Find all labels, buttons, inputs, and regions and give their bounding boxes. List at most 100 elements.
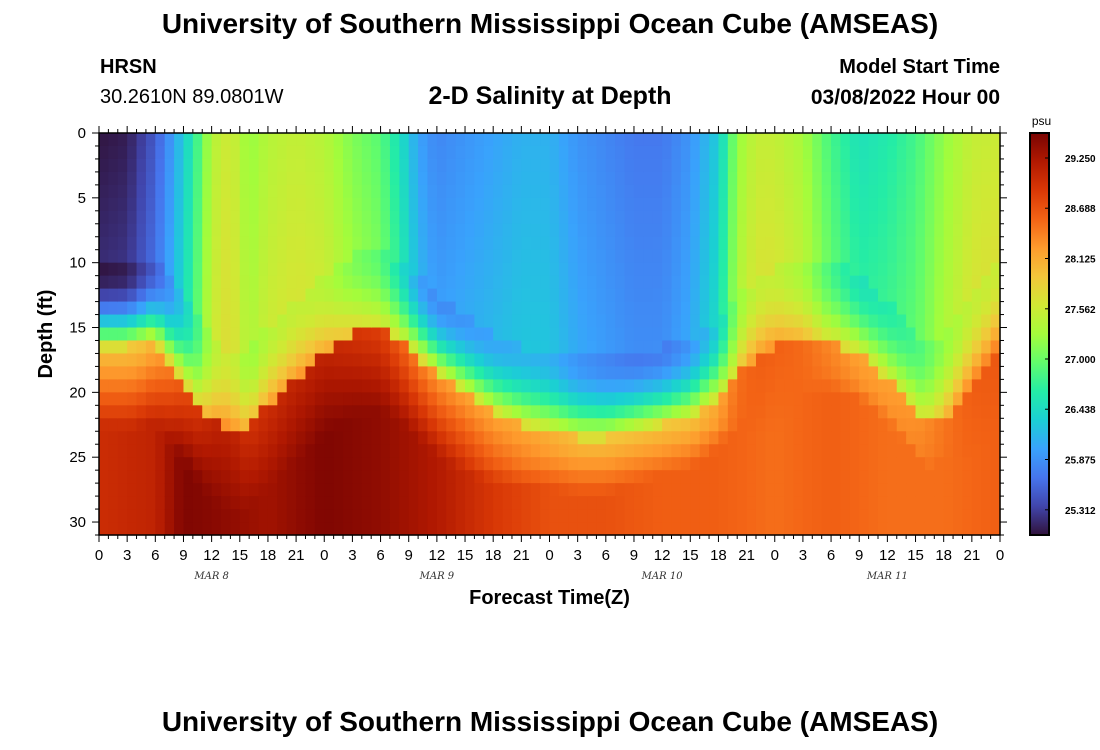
heatmap-cell bbox=[680, 509, 691, 523]
heatmap-cell bbox=[577, 483, 588, 497]
heatmap-cell bbox=[155, 262, 166, 277]
heatmap-cell bbox=[502, 444, 513, 458]
heatmap-cell bbox=[127, 522, 138, 536]
heatmap-cell bbox=[953, 197, 964, 212]
heatmap-cell bbox=[699, 483, 710, 497]
heatmap-cell bbox=[971, 353, 982, 368]
heatmap-cell bbox=[483, 431, 494, 445]
heatmap-cell bbox=[427, 457, 438, 471]
heatmap-cell bbox=[615, 262, 626, 277]
heatmap-cell bbox=[540, 301, 551, 316]
heatmap-cell bbox=[521, 223, 532, 238]
heatmap-cell bbox=[934, 496, 945, 510]
heatmap-cell bbox=[221, 496, 231, 510]
heatmap-cell bbox=[699, 314, 710, 329]
heatmap-cell bbox=[812, 418, 823, 432]
heatmap-cell bbox=[99, 314, 109, 329]
heatmap-cell bbox=[652, 171, 663, 186]
heatmap-cell bbox=[521, 133, 532, 147]
heatmap-cell bbox=[934, 171, 945, 186]
heatmap-cell bbox=[652, 158, 663, 173]
heatmap-cell bbox=[915, 405, 926, 419]
heatmap-cell bbox=[680, 379, 691, 393]
heatmap-cell bbox=[389, 171, 400, 186]
heatmap-cell bbox=[399, 353, 410, 368]
heatmap-cell bbox=[943, 340, 954, 355]
heatmap-cell bbox=[633, 418, 644, 432]
heatmap-cell bbox=[314, 353, 325, 368]
heatmap-cell bbox=[821, 314, 832, 329]
heatmap-cell bbox=[267, 327, 278, 342]
heatmap-cell bbox=[709, 418, 720, 432]
heatmap-cell bbox=[333, 223, 344, 238]
heatmap-cell bbox=[324, 483, 335, 497]
heatmap-cell bbox=[709, 133, 720, 147]
heatmap-cell bbox=[558, 301, 569, 316]
heatmap-cell bbox=[465, 210, 476, 225]
heatmap-cell bbox=[971, 223, 982, 238]
heatmap-cell bbox=[202, 275, 213, 290]
heatmap-cell bbox=[117, 340, 128, 355]
heatmap-cell bbox=[455, 457, 466, 471]
heatmap-cell bbox=[314, 470, 325, 484]
heatmap-cell bbox=[164, 457, 175, 471]
heatmap-cell bbox=[155, 133, 166, 147]
heatmap-cell bbox=[296, 483, 307, 497]
heatmap-cell bbox=[587, 431, 598, 445]
heatmap-cell bbox=[361, 158, 372, 173]
heatmap-cell bbox=[221, 444, 231, 458]
heatmap-cell bbox=[558, 158, 569, 173]
heatmap-cell bbox=[962, 275, 973, 290]
heatmap-cell bbox=[849, 353, 860, 368]
heatmap-cell bbox=[671, 184, 682, 199]
heatmap-cell bbox=[924, 379, 935, 393]
heatmap-cell bbox=[615, 184, 626, 199]
heatmap-cell bbox=[680, 457, 691, 471]
heatmap-cell bbox=[164, 236, 175, 251]
heatmap-cell bbox=[549, 470, 560, 484]
heatmap-cell bbox=[896, 379, 907, 393]
heatmap-cell bbox=[596, 262, 607, 277]
heatmap-cell bbox=[849, 418, 860, 432]
heatmap-cell bbox=[737, 353, 748, 368]
heatmap-cell bbox=[418, 470, 429, 484]
heatmap-cell bbox=[333, 327, 344, 342]
heatmap-cell bbox=[605, 431, 616, 445]
heatmap-cell bbox=[117, 262, 128, 277]
heatmap-cell bbox=[718, 301, 729, 316]
heatmap-cell bbox=[108, 444, 119, 458]
heatmap-cell bbox=[690, 171, 701, 186]
heatmap-cell bbox=[709, 379, 720, 393]
heatmap-cell bbox=[408, 133, 419, 147]
heatmap-cell bbox=[183, 366, 194, 380]
heatmap-cell bbox=[662, 249, 673, 264]
heatmap-cell bbox=[915, 522, 926, 536]
heatmap-cell bbox=[352, 431, 363, 445]
heatmap-cell bbox=[239, 249, 250, 264]
heatmap-cell bbox=[267, 522, 278, 536]
heatmap-cell bbox=[652, 405, 663, 419]
heatmap-cell bbox=[239, 340, 250, 355]
heatmap-cell bbox=[690, 353, 701, 368]
heatmap-cell bbox=[953, 301, 964, 316]
heatmap-cell bbox=[540, 262, 551, 277]
heatmap-cell bbox=[221, 184, 231, 199]
heatmap-cell bbox=[530, 444, 541, 458]
heatmap-cell bbox=[192, 431, 203, 445]
heatmap-cell bbox=[577, 496, 588, 510]
heatmap-cell bbox=[784, 483, 795, 497]
heatmap-cell bbox=[962, 158, 973, 173]
heatmap-cell bbox=[333, 353, 344, 368]
heatmap-cell bbox=[774, 496, 785, 510]
heatmap-cell bbox=[99, 418, 109, 432]
heatmap-cell bbox=[211, 249, 222, 264]
heatmap-cell bbox=[361, 133, 372, 147]
heatmap-cell bbox=[774, 353, 785, 368]
heatmap-cell bbox=[990, 496, 1001, 510]
heatmap-cell bbox=[99, 444, 109, 458]
heatmap-cell bbox=[962, 392, 973, 406]
heatmap-cell bbox=[389, 444, 400, 458]
heatmap-cell bbox=[737, 158, 748, 173]
y-tick-label: 30 bbox=[69, 514, 86, 531]
heatmap-cell bbox=[577, 522, 588, 536]
